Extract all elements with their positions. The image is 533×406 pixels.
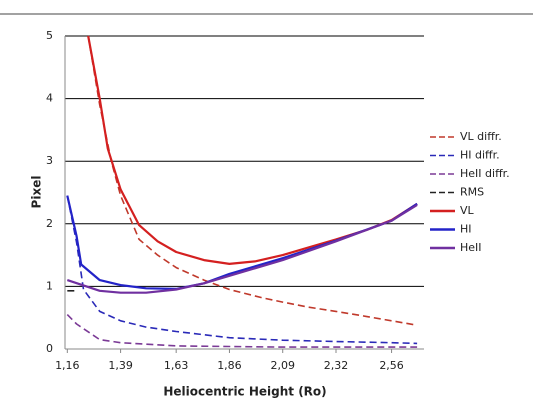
legend-label: RMS [460, 186, 484, 199]
x-tick-label: 1,86 [217, 359, 242, 372]
series-line [66, 204, 418, 294]
legend-label: VL [460, 204, 475, 217]
legend-label: VL diffr. [460, 130, 502, 143]
x-tick-label: 2,32 [324, 359, 349, 372]
x-tick-label: 2,56 [379, 359, 404, 372]
y-tick-label: 4 [46, 92, 53, 105]
y-tick-label: 1 [46, 279, 53, 292]
x-axis-title: Heliocentric Height (Ro) [163, 385, 326, 399]
y-tick-label: 3 [46, 154, 53, 167]
series-line [66, 195, 418, 290]
series-line [66, 314, 418, 348]
y-tick-label: 2 [46, 217, 53, 230]
y-axis-title: Pixel [30, 176, 44, 209]
x-tick-label: 1,63 [164, 359, 189, 372]
legend-label: HeII diffr. [460, 167, 510, 180]
series-line [87, 35, 418, 326]
legend-label: HI diffr. [460, 149, 500, 162]
legend-label: HI [460, 223, 472, 236]
legend-label: HeII [460, 241, 482, 254]
y-tick-label: 0 [46, 342, 53, 355]
x-tick-label: 1,16 [55, 359, 80, 372]
x-tick-label: 2,09 [270, 359, 295, 372]
y-tick-label: 5 [46, 29, 53, 42]
x-tick-label: 1,39 [108, 359, 133, 372]
